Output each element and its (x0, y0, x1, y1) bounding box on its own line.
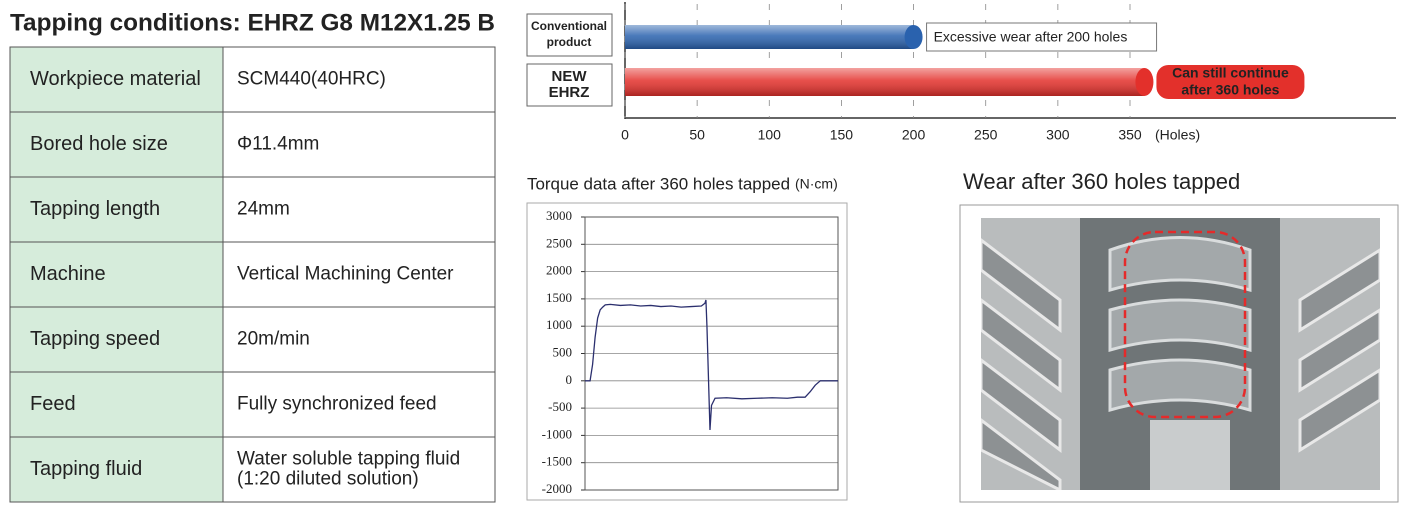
row-label: Bored hole size (30, 133, 168, 155)
y-tick-label: -1000 (542, 426, 572, 441)
y-tick-label: -1500 (542, 454, 572, 469)
photo-image (981, 218, 1380, 490)
tool-life-chart: 0 50 100 150 200 250 300 350 (Holes) Conventional… (526, 2, 1396, 143)
label-cell (9, 436, 224, 503)
row-value: Φ11.4mm (237, 134, 319, 155)
row-value: Fully synchronized feed (237, 394, 437, 415)
label-cell (9, 46, 224, 113)
y-tick-label: 3000 (546, 208, 572, 223)
row-label: Workpiece material (30, 68, 201, 90)
row-label: Machine (30, 263, 106, 285)
bar-shine (625, 68, 1145, 96)
photo-title: Wear after 360 holes tapped (963, 169, 1240, 194)
y-tick-label: 2000 (546, 263, 572, 278)
category-label: product (547, 35, 592, 49)
bar-group (625, 25, 923, 49)
bar-cap (904, 25, 923, 49)
row-label: Tapping length (30, 198, 160, 220)
row-value: 20m/min (237, 329, 310, 350)
label-cell (9, 111, 224, 178)
row-value: SCM440(40HRC) (237, 69, 386, 90)
x-tick-label: 150 (830, 127, 854, 143)
y-tick-label: -500 (548, 399, 572, 414)
x-axis-label: (Holes) (1155, 127, 1200, 143)
row-value: Water soluble tapping fluid (237, 449, 460, 470)
value-cell (222, 46, 496, 113)
x-tick-label: 100 (758, 127, 782, 143)
value-cell (222, 176, 496, 243)
category-box (526, 63, 613, 107)
annotation-box (926, 22, 1158, 52)
x-tick-label: 50 (689, 127, 705, 143)
conditions-table: Workpiece material SCM440(40HRC) Bored hol… (9, 46, 496, 503)
row-label: Feed (30, 393, 76, 415)
plot-frame (584, 216, 839, 491)
value-cell (222, 306, 496, 373)
row-label: Tapping fluid (30, 458, 142, 480)
chart-title: Torque data after 360 holes tapped (527, 174, 790, 193)
chart-unit: (N·cm) (795, 176, 838, 192)
bar-shine (625, 25, 914, 49)
row-value: 24mm (237, 199, 290, 220)
category-label: EHRZ (549, 84, 590, 101)
bar-cap (1135, 68, 1154, 96)
x-tick-label: 350 (1118, 127, 1142, 143)
annotation-box (1156, 65, 1305, 99)
y-tick-label: 1500 (546, 290, 572, 305)
torque-chart: Torque data after 360 holes tapped (N·cm)… (526, 174, 848, 501)
value-cell (222, 241, 496, 308)
row-value: (1:20 diluted solution) (237, 469, 419, 490)
x-tick-label: 250 (974, 127, 998, 143)
page-title: Tapping conditions: EHRZ G8 M12X1.25 B (10, 9, 495, 36)
category-label: NEW (552, 68, 588, 85)
category-label: Conventional (531, 19, 607, 33)
y-tick-label: -2000 (542, 481, 572, 496)
label-cell (9, 176, 224, 243)
x-tick-label: 300 (1046, 127, 1070, 143)
wear-photo: Wear after 360 holes tapped (959, 169, 1399, 503)
bar-group (625, 68, 1154, 96)
x-tick-label: 200 (902, 127, 926, 143)
torque-line (585, 299, 838, 430)
value-cell (222, 111, 496, 178)
y-tick-label: 500 (553, 344, 573, 359)
annotation: Can still continue (1172, 65, 1289, 81)
chart-frame (526, 202, 848, 501)
y-tick-label: 0 (566, 372, 573, 387)
annotation: Excessive wear after 200 holes (934, 29, 1128, 45)
row-value: Vertical Machining Center (237, 264, 454, 285)
category-box (526, 13, 613, 57)
value-cell (222, 371, 496, 438)
value-cell (222, 436, 496, 503)
x-tick-label: 0 (621, 127, 629, 143)
row-label: Tapping speed (30, 328, 160, 350)
y-tick-label: 1000 (546, 317, 572, 332)
y-tick-label: 2500 (546, 235, 572, 250)
annotation: after 360 holes (1181, 82, 1279, 98)
